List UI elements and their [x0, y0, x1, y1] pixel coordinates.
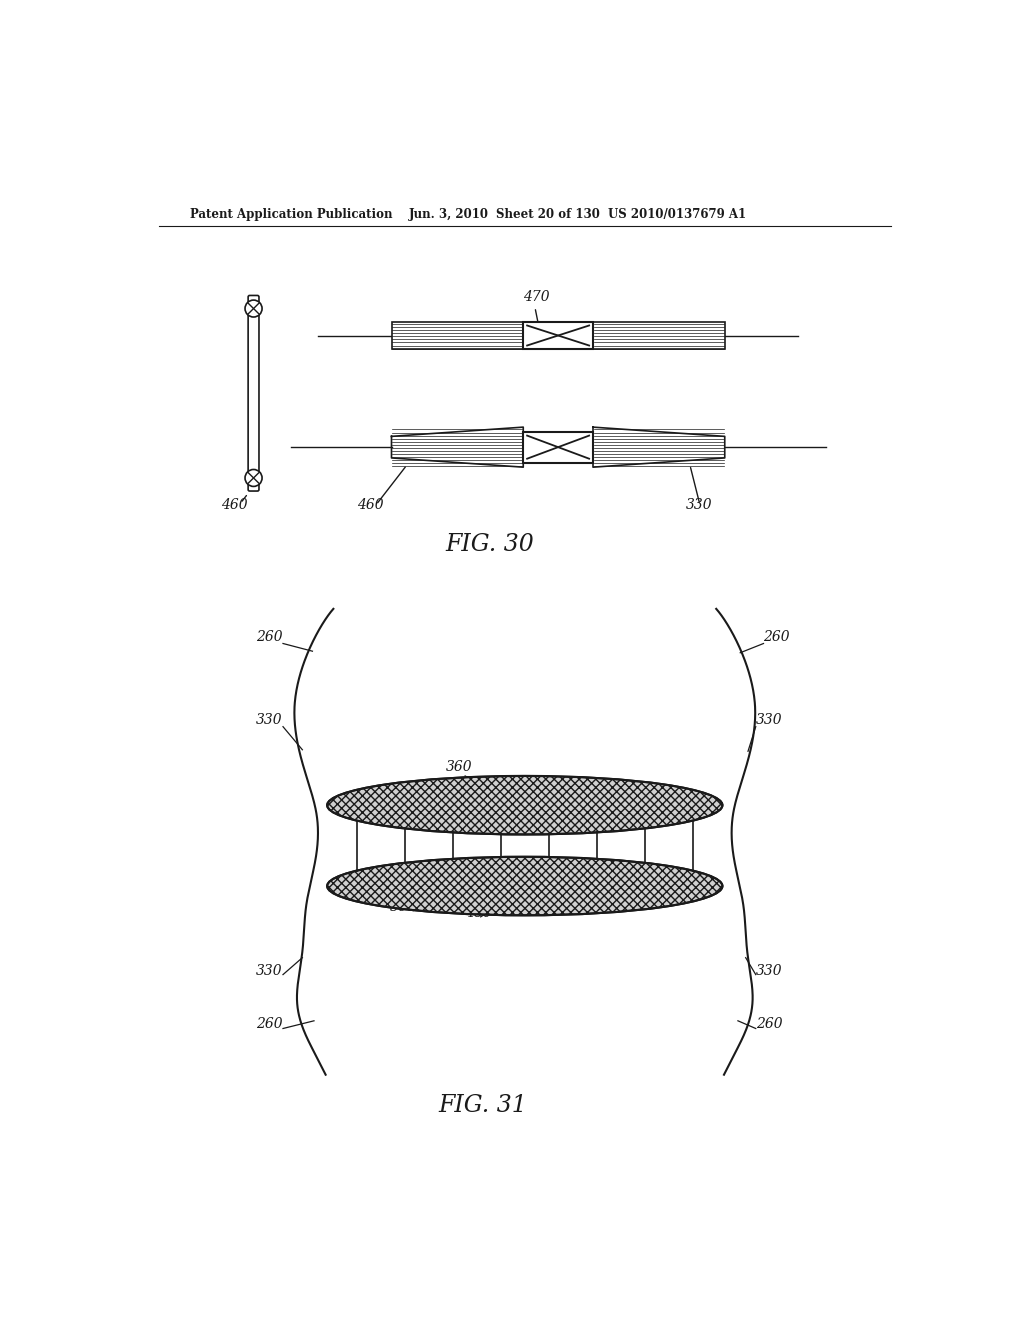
Text: FIG. 31: FIG. 31 [438, 1094, 526, 1117]
Text: 360: 360 [390, 900, 417, 913]
Text: 260: 260 [256, 1018, 283, 1031]
Text: US 2010/0137679 A1: US 2010/0137679 A1 [608, 209, 746, 222]
FancyBboxPatch shape [248, 296, 259, 491]
Text: 260: 260 [256, 630, 283, 644]
Text: 460: 460 [356, 498, 383, 512]
Circle shape [245, 300, 262, 317]
Text: 330: 330 [756, 713, 782, 727]
Text: 480: 480 [465, 906, 492, 920]
Text: Sheet 20 of 130: Sheet 20 of 130 [496, 209, 600, 222]
Text: Patent Application Publication: Patent Application Publication [190, 209, 392, 222]
Text: 330: 330 [256, 713, 283, 727]
Polygon shape [593, 428, 725, 467]
Text: FIG. 30: FIG. 30 [445, 533, 535, 556]
Text: 330: 330 [756, 964, 782, 978]
Bar [523, 322, 593, 350]
Circle shape [245, 470, 262, 487]
Ellipse shape [328, 857, 722, 915]
Text: 260: 260 [756, 1018, 782, 1031]
Bar [593, 322, 725, 350]
Text: Jun. 3, 2010: Jun. 3, 2010 [410, 209, 489, 222]
Text: 460: 460 [221, 498, 248, 512]
Bar [523, 432, 593, 462]
Bar [391, 322, 523, 350]
Text: 360: 360 [445, 759, 472, 774]
Text: 260: 260 [764, 630, 791, 644]
Text: 330: 330 [686, 498, 713, 512]
Text: 330: 330 [256, 964, 283, 978]
Text: 470: 470 [523, 290, 550, 304]
Polygon shape [391, 428, 523, 467]
Ellipse shape [328, 776, 722, 834]
